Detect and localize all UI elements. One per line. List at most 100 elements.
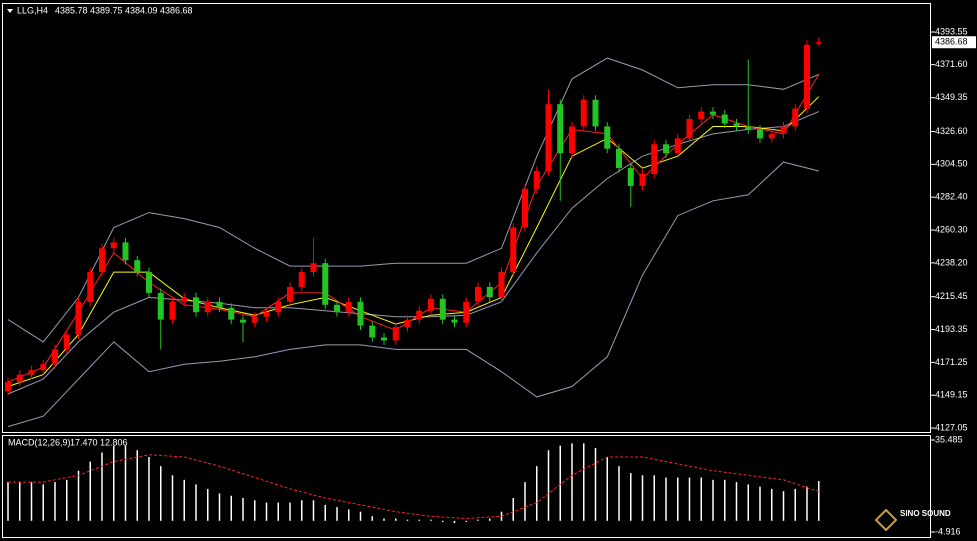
y-tick-label: 4349.35 <box>935 92 968 102</box>
indicator-line <box>7 111 819 395</box>
y-tick-label: 4393.55 <box>935 26 968 36</box>
y-tick-label: 4238.20 <box>935 257 968 267</box>
candle-body <box>322 263 329 305</box>
candle-body <box>87 272 94 302</box>
y-tick-label: 4260.30 <box>935 224 968 234</box>
candle-body <box>604 126 611 149</box>
candle-body <box>580 99 587 127</box>
candle-body <box>439 298 446 320</box>
candle-body <box>815 42 822 44</box>
candle-body <box>674 138 681 154</box>
candle-body <box>557 104 564 154</box>
indicator-line <box>7 161 819 428</box>
macd-readout: 17.470 12.806 <box>70 437 128 447</box>
price-label-bg <box>932 36 976 49</box>
candle-body <box>780 126 787 134</box>
y-tick-label: 4371.60 <box>935 59 968 69</box>
candle-body <box>757 129 763 139</box>
ohlc-readout: 4386.68 <box>160 5 193 15</box>
candle-body <box>40 364 47 371</box>
candle-body <box>428 298 434 311</box>
candle-body <box>110 242 117 249</box>
main-panel <box>2 3 931 433</box>
candle-body <box>169 301 176 320</box>
candle-body <box>404 319 411 328</box>
candle-body <box>698 111 705 120</box>
watermark: SINO SOUND <box>900 509 951 518</box>
y-tick-label: 4304.50 <box>935 159 968 169</box>
candle-body <box>451 319 458 323</box>
candle-body <box>52 349 58 365</box>
macd-name: MACD(12,26,9) <box>8 437 71 447</box>
candle-body <box>639 174 646 186</box>
candle-body <box>533 171 540 189</box>
candle-body <box>240 319 246 323</box>
y-tick-label: 4282.40 <box>935 192 968 202</box>
candle-body <box>275 301 282 313</box>
candle-body <box>768 133 775 139</box>
candle-body <box>745 126 752 130</box>
macd-panel <box>2 435 931 538</box>
logo: SINO SOUND <box>874 508 951 532</box>
y2-tick-label: 35.485 <box>935 434 963 444</box>
candle-body <box>392 327 399 341</box>
candle-body <box>204 301 211 313</box>
candle-body <box>416 310 423 320</box>
candle-body <box>216 301 223 308</box>
indicator-line <box>7 57 819 343</box>
candle-body <box>804 44 810 109</box>
candle-body <box>592 99 599 127</box>
candle-body <box>181 297 188 302</box>
candle-body <box>369 325 376 338</box>
price-label: 4386.68 <box>935 37 968 47</box>
logo-icon <box>874 508 898 532</box>
candle-body <box>334 304 340 313</box>
candle-body <box>228 307 235 320</box>
candle-body <box>522 188 528 228</box>
candle-body <box>5 382 11 391</box>
candle-body <box>486 286 493 298</box>
candle-body <box>721 114 728 124</box>
candle-body <box>122 242 129 261</box>
y-tick-label: 4193.35 <box>935 324 968 334</box>
candle-body <box>545 104 552 172</box>
candle-body <box>475 286 481 302</box>
candle-body <box>63 334 70 350</box>
y-tick-label: 4149.15 <box>935 390 968 400</box>
candle-body <box>510 227 517 273</box>
candle-body <box>627 168 634 186</box>
ohlc-readout: 4385.78 <box>55 5 88 15</box>
ohlc-readout: 4389.75 <box>90 5 123 15</box>
candle-body <box>792 108 799 127</box>
candle-body <box>193 297 199 313</box>
candle-body <box>16 374 23 383</box>
candle-body <box>686 119 693 139</box>
menu-arrow <box>7 9 13 13</box>
candle-body <box>345 301 352 313</box>
candle-body <box>463 301 470 323</box>
candle-body <box>251 316 258 323</box>
indicator-line <box>7 74 820 383</box>
candle-body <box>134 260 141 273</box>
indicator-line <box>7 96 820 387</box>
candle-body <box>710 111 716 115</box>
candle-body <box>75 301 82 335</box>
candle-body <box>287 286 293 302</box>
candle-body <box>616 148 622 169</box>
ohlc-readout: 4384.09 <box>125 5 158 15</box>
candle-body <box>733 123 740 127</box>
y-tick-label: 4215.45 <box>935 291 968 301</box>
y-tick-label: 4127.05 <box>935 422 968 432</box>
candle-body <box>357 301 364 326</box>
candle-body <box>381 337 387 341</box>
candle-body <box>498 272 505 298</box>
y2-tick-label: -4.916 <box>935 526 961 536</box>
candle-body <box>28 370 35 375</box>
candle-body <box>651 144 658 175</box>
chart-title: LLG,H4 <box>17 5 48 15</box>
y-tick-label: 4171.25 <box>935 357 968 367</box>
candle-body <box>663 144 669 154</box>
